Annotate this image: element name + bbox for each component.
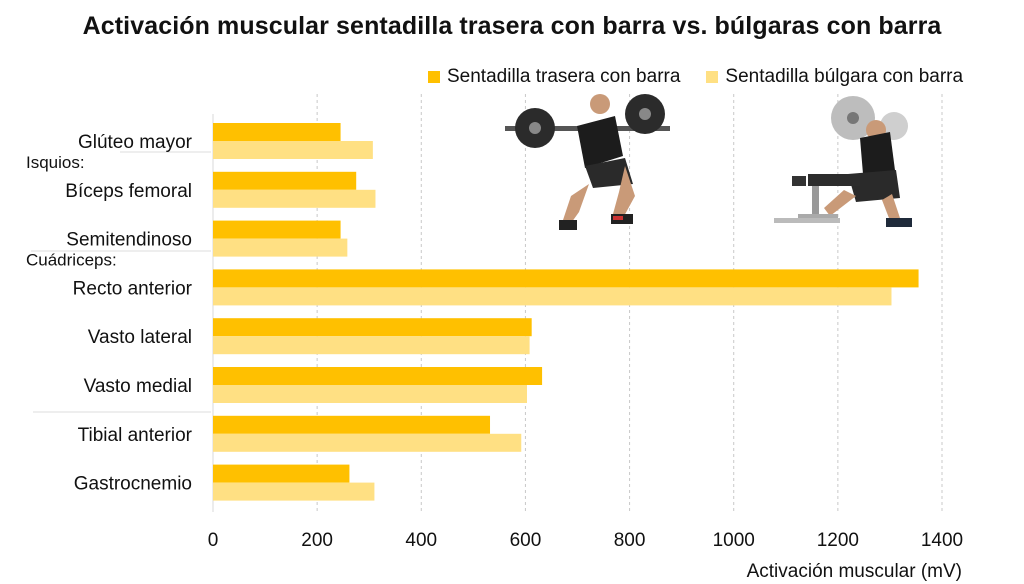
- category-label: Vasto medial: [84, 376, 192, 397]
- x-tick-label: 1000: [713, 530, 755, 551]
- x-tick-label: 0: [208, 530, 219, 551]
- category-separators: [31, 151, 211, 413]
- bar-bulgarian-6: [213, 433, 522, 452]
- category-label: Bíceps femoral: [65, 181, 192, 202]
- bulgarian-split-squat-photo: [774, 96, 912, 227]
- category-label: Vasto lateral: [88, 327, 192, 348]
- legend-label-squat: Sentadilla trasera con barra: [447, 66, 681, 87]
- back-squat-photo: [505, 94, 670, 230]
- chart-title: Activación muscular sentadilla trasera c…: [82, 12, 942, 40]
- bar-squat-2: [213, 220, 341, 239]
- bar-bulgarian-0: [213, 141, 373, 159]
- x-tick-label: 800: [614, 530, 646, 551]
- bar-squat-4: [213, 318, 532, 337]
- x-axis-label: Activación muscular (mV): [747, 561, 962, 582]
- bar-bulgarian-5: [213, 385, 527, 403]
- bar-squat-6: [213, 415, 491, 434]
- legend-item-bulgarian: Sentadilla búlgara con barra: [706, 66, 963, 88]
- legend-swatch-squat: [428, 71, 440, 83]
- bar-bulgarian-2: [213, 238, 348, 257]
- category-label: Semitendinoso: [66, 230, 192, 251]
- category-label: Recto anterior: [73, 278, 193, 299]
- category-label: Glúteo mayor: [78, 132, 193, 153]
- group-label: Cuádriceps:: [26, 250, 117, 269]
- bar-bulgarian-7: [213, 482, 375, 501]
- legend-item-squat: Sentadilla trasera con barra: [428, 66, 680, 88]
- x-tick-label: 1200: [817, 530, 859, 551]
- group-label: Isquios:: [26, 153, 85, 172]
- legend-label-bulgarian: Sentadilla búlgara con barra: [725, 66, 964, 87]
- bar-squat-0: [213, 123, 341, 141]
- category-labels: Glúteo mayor Bíceps femoral Semitendinoso R…: [26, 132, 193, 495]
- bar-squat-3: [213, 269, 919, 288]
- bar-bulgarian-3: [213, 287, 892, 306]
- x-tick-label: 200: [301, 530, 333, 551]
- x-tick-labels: 0 200 400 600 800 1000 1200 1400: [208, 530, 963, 551]
- legend-swatch-bulgarian: [706, 71, 719, 83]
- x-tick-label: 400: [405, 530, 437, 551]
- bar-squat-5: [213, 367, 543, 385]
- x-tick-label: 1400: [921, 530, 963, 551]
- bar-squat-1: [213, 171, 357, 190]
- bar-bulgarian-4: [213, 336, 530, 355]
- bar-bulgarian-1: [213, 189, 376, 208]
- category-label: Gastrocnemio: [74, 474, 192, 495]
- bar-squat-7: [213, 464, 350, 483]
- legend: Sentadilla trasera con barra Sentadilla …: [428, 66, 989, 88]
- x-tick-label: 600: [510, 530, 542, 551]
- bars: [213, 123, 919, 501]
- category-label: Tibial anterior: [78, 425, 193, 446]
